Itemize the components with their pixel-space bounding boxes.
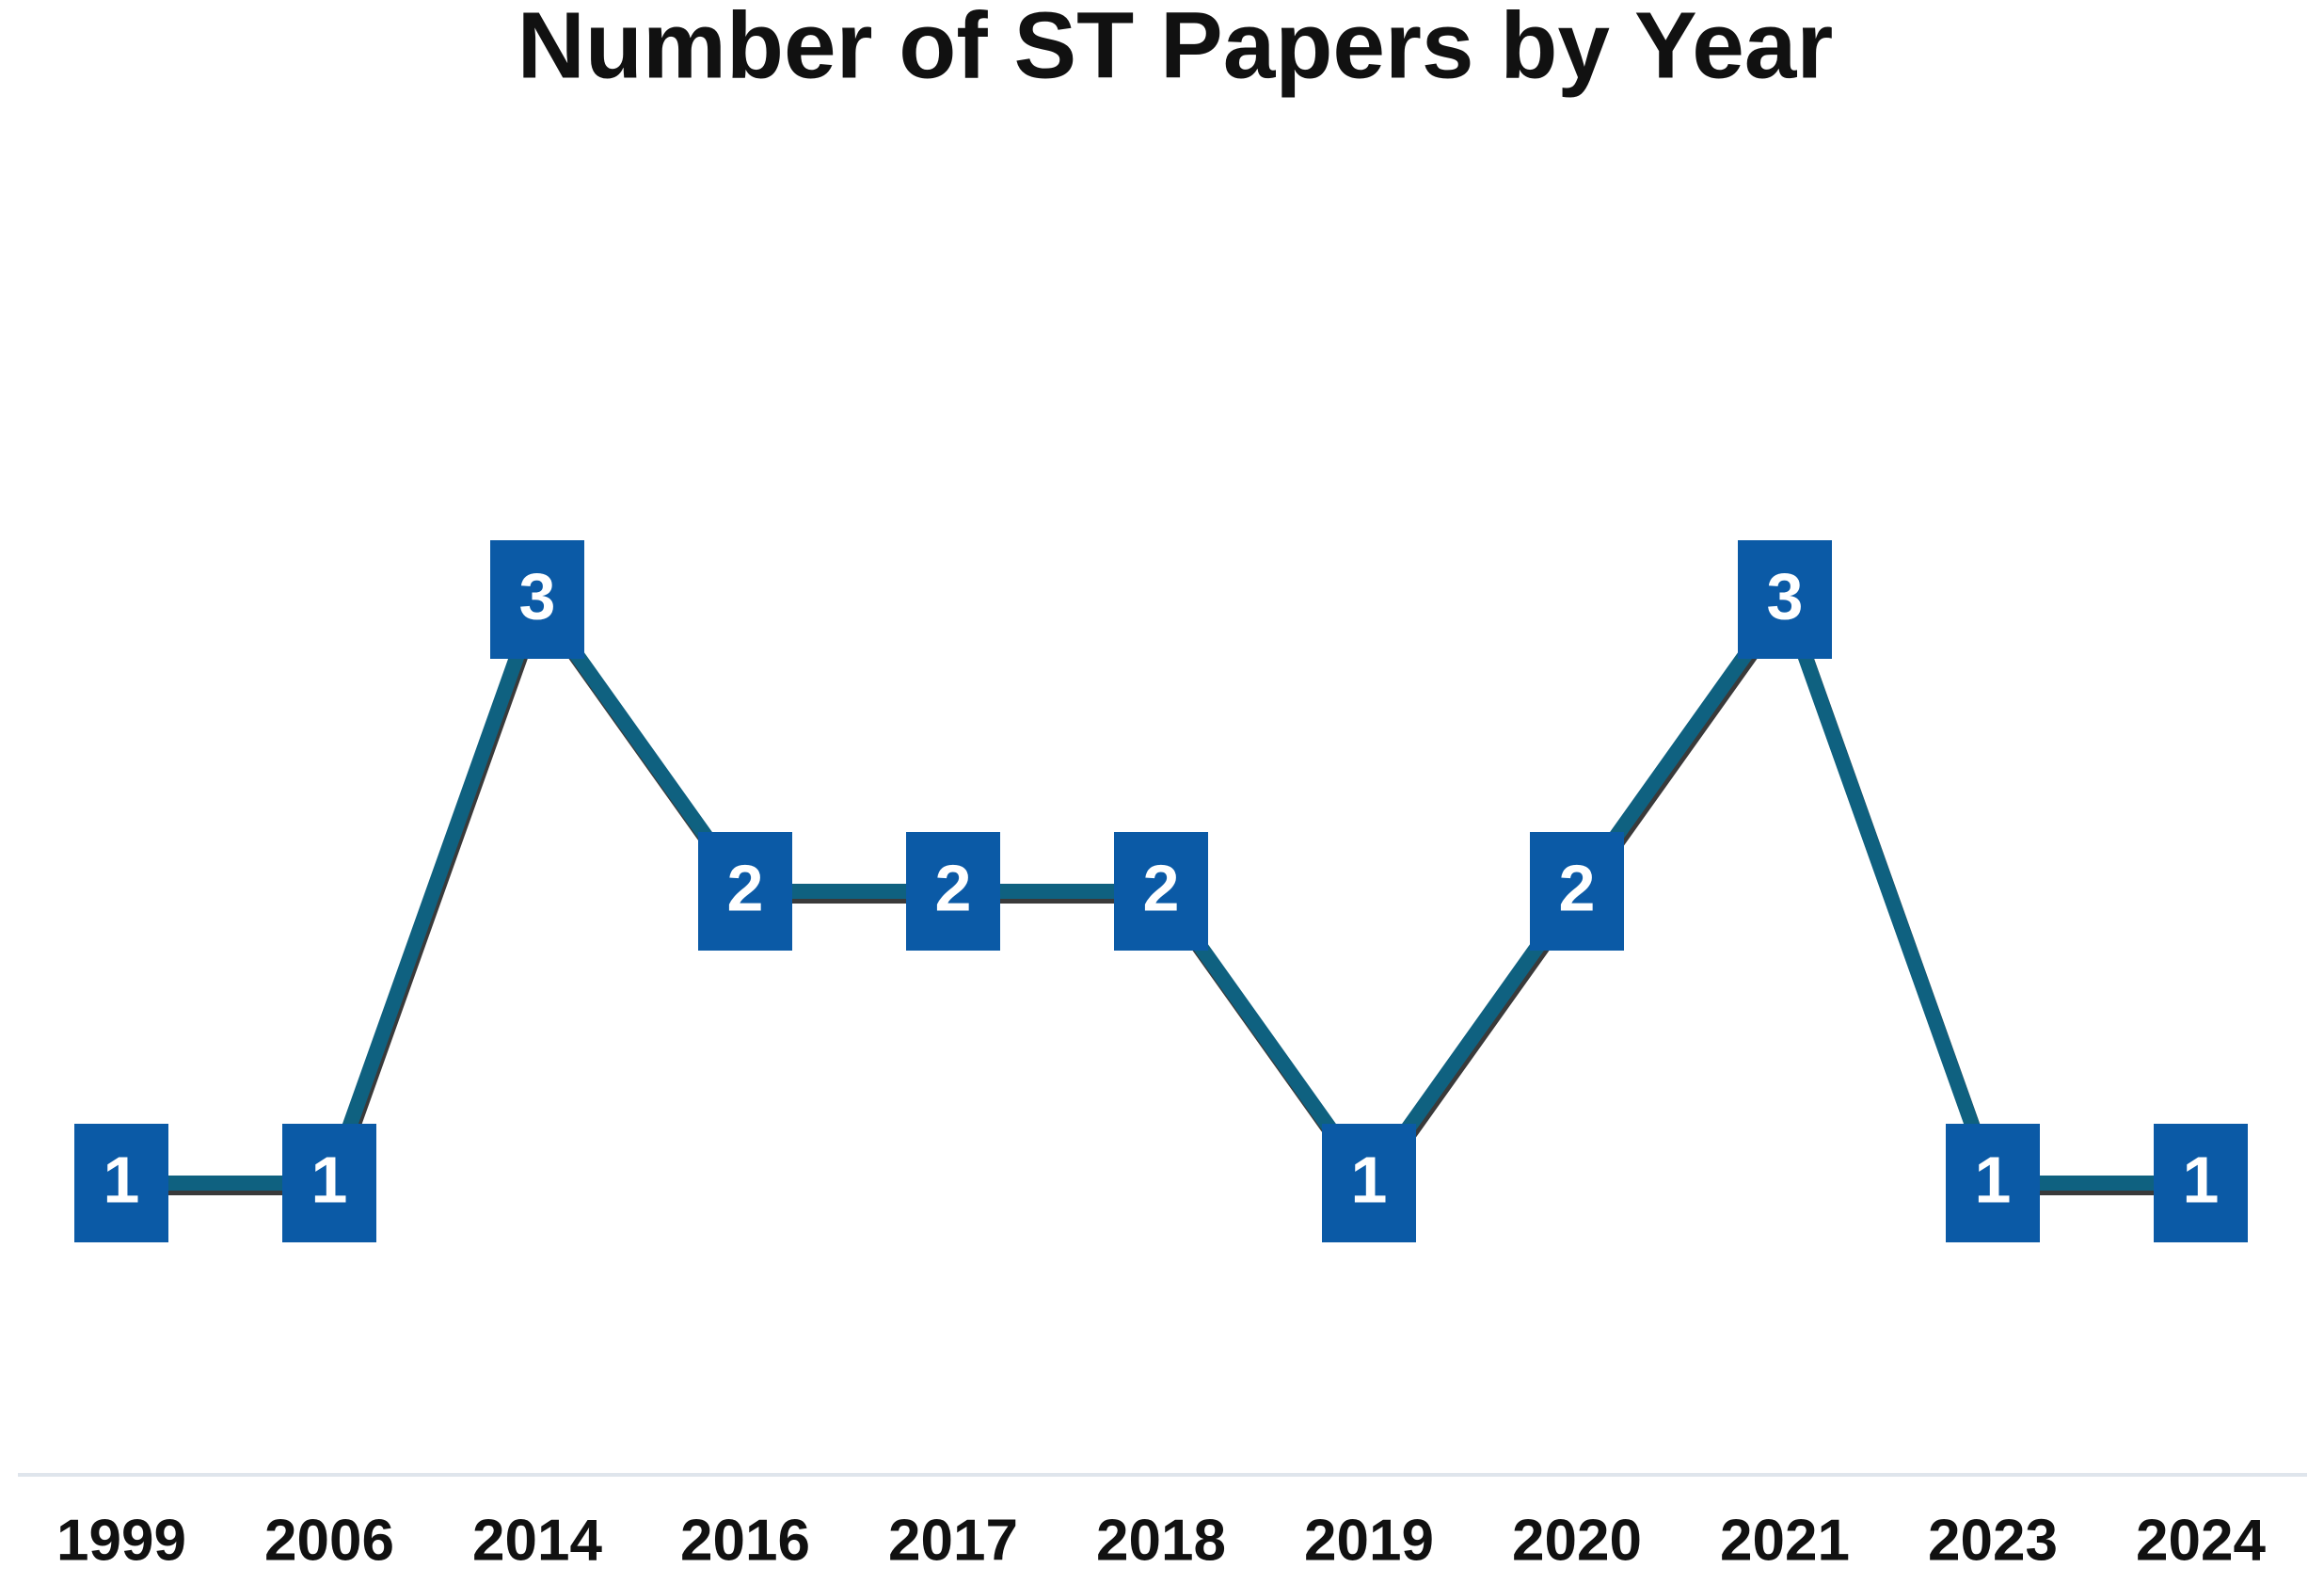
data-label: 2 xyxy=(1559,851,1596,924)
x-tick-label: 2023 xyxy=(1928,1508,2058,1573)
marker xyxy=(906,832,1000,951)
marker xyxy=(1530,832,1624,951)
data-label: 1 xyxy=(103,1143,140,1216)
x-tick-label: 2014 xyxy=(472,1508,602,1573)
marker xyxy=(1322,1124,1416,1242)
x-tick-label: 2024 xyxy=(2136,1508,2266,1573)
x-tick-label: 2016 xyxy=(680,1508,810,1573)
data-label: 1 xyxy=(1351,1143,1388,1216)
marker xyxy=(490,540,584,659)
chart-title: Number of ST Papers by Year xyxy=(517,0,1834,98)
data-label: 2 xyxy=(1143,851,1180,924)
marker xyxy=(2154,1124,2248,1242)
x-tick-label: 1999 xyxy=(56,1508,186,1573)
marker xyxy=(698,832,792,951)
data-label: 2 xyxy=(727,851,764,924)
x-tick-label: 2019 xyxy=(1304,1508,1434,1573)
data-label: 1 xyxy=(1975,1143,2012,1216)
marker xyxy=(1946,1124,2040,1242)
data-label: 3 xyxy=(519,559,556,632)
x-tick-label: 2020 xyxy=(1512,1508,1642,1573)
marker xyxy=(1738,540,1832,659)
x-tick-label: 2018 xyxy=(1096,1508,1226,1573)
x-tick-label: 2021 xyxy=(1720,1508,1850,1573)
data-label: 1 xyxy=(311,1143,348,1216)
marker xyxy=(1114,832,1208,951)
x-tick-label: 2017 xyxy=(888,1508,1018,1573)
data-label: 1 xyxy=(2183,1143,2220,1216)
data-label: 3 xyxy=(1767,559,1804,632)
x-tick-label: 2006 xyxy=(264,1508,394,1573)
marker xyxy=(282,1124,376,1242)
data-label: 2 xyxy=(935,851,972,924)
marker xyxy=(74,1124,168,1242)
